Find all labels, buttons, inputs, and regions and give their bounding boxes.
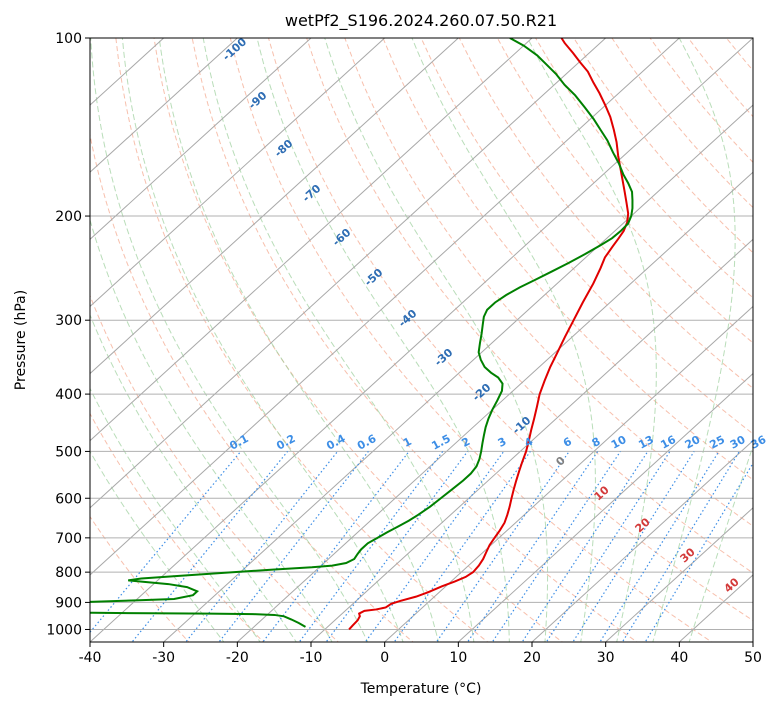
y-axis-label: Pressure (hPa)	[13, 290, 29, 390]
chart-title: wetPf2_S196.2024.260.07.50.R21	[285, 11, 557, 31]
y-tick-label: 1000	[46, 622, 82, 638]
y-tick-label: 500	[55, 444, 82, 460]
y-tick-label: 200	[55, 209, 82, 225]
x-tick-label: 10	[449, 650, 467, 666]
x-axis-label: Temperature (°C)	[360, 681, 482, 697]
y-tick-label: 400	[55, 387, 82, 403]
x-tick-label: -30	[152, 650, 175, 666]
x-tick-label: 30	[597, 650, 615, 666]
y-tick-label: 700	[55, 531, 82, 547]
y-tick-label: 900	[55, 595, 82, 611]
x-tick-label: 40	[670, 650, 688, 666]
y-tick-label: 300	[55, 313, 82, 329]
x-tick-label: -20	[226, 650, 249, 666]
x-tick-label: -10	[300, 650, 323, 666]
x-tick-label: 20	[523, 650, 541, 666]
y-tick-label: 100	[55, 31, 82, 47]
x-tick-label: 50	[744, 650, 762, 666]
x-tick-label: -40	[79, 650, 102, 666]
y-tick-label: 600	[55, 491, 82, 507]
x-tick-label: 0	[380, 650, 389, 666]
y-tick-label: 800	[55, 565, 82, 581]
